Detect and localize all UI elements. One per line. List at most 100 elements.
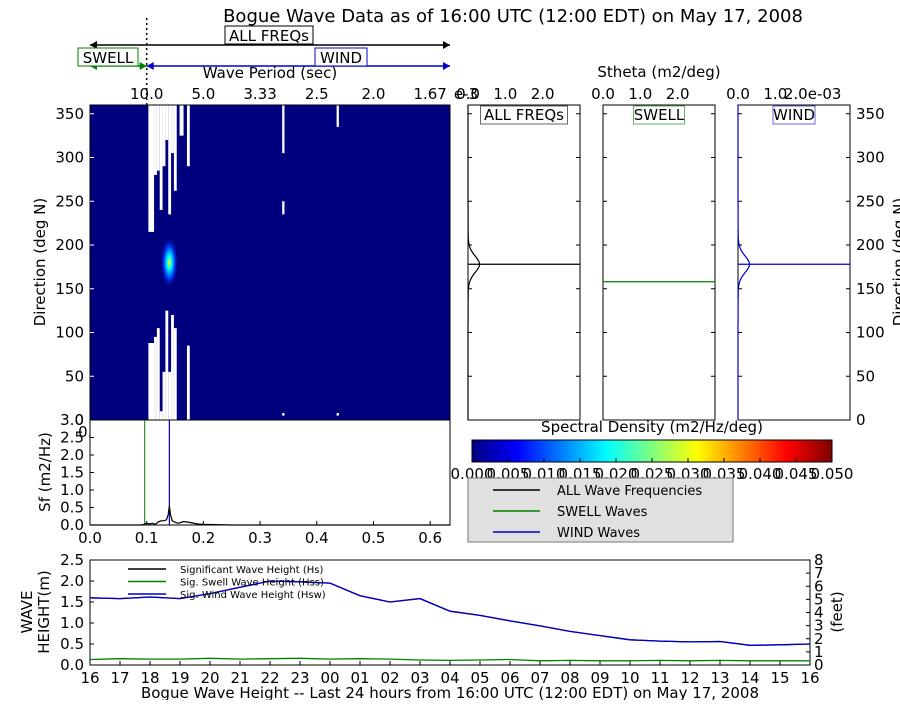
timeseries-right-tick-label: 2: [814, 630, 824, 648]
timeseries-x-tick-label: 12: [680, 669, 699, 687]
heatmap-empty-cell: [165, 310, 169, 420]
heatmap-peak: [160, 236, 179, 289]
heatmap-empty-cell: [282, 413, 285, 416]
timeseries-legend-label: Sig. Swell Wave Height (Hss): [180, 578, 324, 589]
timeseries-y-tick-label: 0.0: [60, 656, 84, 674]
sf-x-tick-label: 0.2: [191, 529, 215, 547]
heatmap-empty-cell: [168, 371, 172, 420]
timeseries-x-tick-label: 09: [590, 669, 609, 687]
legend-label: SWELL Waves: [557, 505, 648, 520]
stheta-wind-x-tick-label: 0.0: [726, 85, 750, 103]
colorbar-tick-label: 0.040: [739, 465, 782, 483]
heatmap-empty-cell: [336, 105, 339, 127]
sf-x-tick-label: 0.6: [418, 529, 442, 547]
timeseries-x-tick-label: 18: [140, 669, 159, 687]
colorbar-tick-label: 0.050: [811, 465, 854, 483]
sf-y-label: Sf (m2/Hz): [36, 432, 54, 512]
timeseries-y-tick-label: 2.0: [60, 572, 84, 590]
stheta-wind-right-tick-label: 50: [856, 367, 875, 385]
heatmap-background: [90, 105, 450, 420]
timeseries-x-tick-label: 11: [650, 669, 669, 687]
timeseries-x-tick-label: 14: [740, 669, 759, 687]
timeseries-x-tick-label: 22: [260, 669, 279, 687]
timeseries-x-tick-label: 06: [500, 669, 519, 687]
sf-x-tick-label: 0.5: [362, 529, 386, 547]
timeseries-series-line: [89, 580, 811, 646]
wind-label-box: [314, 47, 368, 67]
all-freq-arrow-right: [443, 41, 450, 49]
heatmap-y-tick-label: 200: [55, 236, 84, 254]
timeseries-y-label-line: HEIGHT(m): [35, 570, 53, 654]
sf-x-tick-label: 0.1: [135, 529, 159, 547]
timeseries-right-tick-label: 8: [814, 551, 824, 569]
heatmap-empty-cell: [173, 328, 177, 420]
heatmap-y-tick-label: 300: [55, 149, 84, 167]
all-freq-label-box: [224, 25, 314, 45]
heatmap-empty-cell: [159, 105, 163, 210]
stheta-wind-right-tick-label: 350: [856, 105, 885, 123]
timeseries-x-tick-label: 21: [230, 669, 249, 687]
timeseries-y-tick-label: 2.5: [60, 551, 84, 569]
stheta-wind-right-tick-label: 150: [856, 280, 885, 298]
heatmap-empty-cell: [154, 105, 157, 175]
heatmap-empty-cell: [171, 105, 174, 154]
heatmap-y-label: Direction (deg N): [31, 198, 49, 327]
timeseries-x-tick-label: 20: [200, 669, 219, 687]
stheta-all-frame: [467, 104, 581, 421]
timeseries-x-tick-label: 23: [290, 669, 309, 687]
heatmap-y-tick-label: 100: [55, 324, 84, 342]
period-tick-label: 2.5: [305, 85, 329, 103]
stheta-wind-x-tick-label: 2.0e-03: [784, 85, 842, 103]
all-freq-arrow-left: [90, 41, 97, 49]
sf-y-tick-label: 2.0: [60, 446, 84, 464]
stheta-all-x-tick-label: 1.0: [493, 85, 517, 103]
timeseries-x-tick-label: 01: [350, 669, 369, 687]
sf-spectrum-curve: [90, 505, 450, 526]
timeseries-x-tick-label: 02: [380, 669, 399, 687]
timeseries-x-tick-label: 04: [440, 669, 459, 687]
sf-x-tick-label: 0.4: [305, 529, 329, 547]
sf-x-tick-label: 0.3: [248, 529, 272, 547]
stheta-swell-x-tick-label: 2.0: [666, 85, 690, 103]
swell-label: SWELL: [83, 49, 134, 67]
colorbar-tick-label: 0.045: [775, 465, 818, 483]
period-axis-label: Wave Period (sec): [203, 64, 337, 82]
heatmap-empty-cell: [336, 413, 339, 416]
period-tick-label: 2.0: [362, 85, 386, 103]
timeseries-right-tick-label: 1: [814, 643, 824, 661]
timeseries-x-tick-label: 10: [620, 669, 639, 687]
stheta-all-band-label: ALL FREQs: [484, 106, 564, 124]
heatmap-empty-cell: [173, 105, 177, 191]
chart-title: Bogue Wave Data as of 16:00 UTC (12:00 E…: [223, 6, 803, 27]
heatmap-y-tick-label: 150: [55, 280, 84, 298]
heatmap-empty-cell: [162, 371, 166, 420]
timeseries-right-tick-label: 3: [814, 617, 824, 635]
stheta-wind-right-tick-label: 200: [856, 236, 885, 254]
period-tick-label: 10.0: [130, 85, 163, 103]
stheta-swell-band-box: [633, 105, 685, 125]
timeseries-right-tick-label: 7: [814, 564, 824, 582]
sf-y-tick-label: 0.0: [60, 516, 84, 534]
timeseries-x-tick-label: 05: [470, 669, 489, 687]
sf-y-tick-label: 3.0: [60, 411, 84, 429]
stheta-right-y-label: Direction (deg N): [890, 198, 900, 327]
timeseries-frame: [89, 559, 811, 666]
timeseries-series-line: [89, 657, 810, 662]
sf-frame: [89, 419, 451, 526]
timeseries-legend-label: Sig. Wind Wave Height (Hsw): [180, 590, 326, 601]
heatmap-empty-cell: [165, 105, 169, 140]
timeseries-right-tick-label: 4: [814, 604, 824, 622]
heatmap-y-tick-label: 250: [55, 192, 84, 210]
legend-label: ALL Wave Frequencies: [557, 484, 702, 499]
heatmap-empty-cell: [156, 105, 160, 171]
stheta-wind-x-tick-label: 1.0: [763, 85, 787, 103]
heatmap-empty-cell: [159, 411, 163, 420]
timeseries-legend-label: Significant Wave Height (Hs): [180, 565, 323, 576]
timeseries-right-label: (feet): [828, 591, 846, 632]
timeseries-y-label: WAVEHEIGHT(m): [18, 570, 53, 654]
stheta-swell-x-tick-label: 0.0: [591, 85, 615, 103]
stheta-wind-right-tick-label: 250: [856, 192, 885, 210]
stheta-wind-frame: [737, 104, 851, 421]
timeseries-x-tick-label: 16: [80, 669, 99, 687]
timeseries-x-tick-label: 19: [170, 669, 189, 687]
